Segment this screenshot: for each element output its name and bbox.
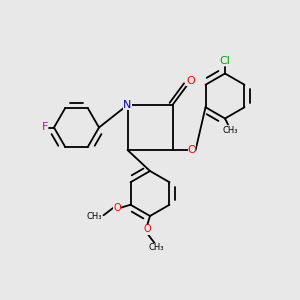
Text: O: O xyxy=(113,203,121,213)
Text: Cl: Cl xyxy=(220,56,230,66)
Text: O: O xyxy=(188,145,196,155)
Text: O: O xyxy=(186,76,195,86)
Text: CH₃: CH₃ xyxy=(223,126,238,135)
Text: N: N xyxy=(123,100,132,110)
Text: CH₃: CH₃ xyxy=(86,212,102,221)
Text: CH₃: CH₃ xyxy=(148,243,164,252)
Text: O: O xyxy=(143,224,151,235)
Text: F: F xyxy=(42,122,48,133)
